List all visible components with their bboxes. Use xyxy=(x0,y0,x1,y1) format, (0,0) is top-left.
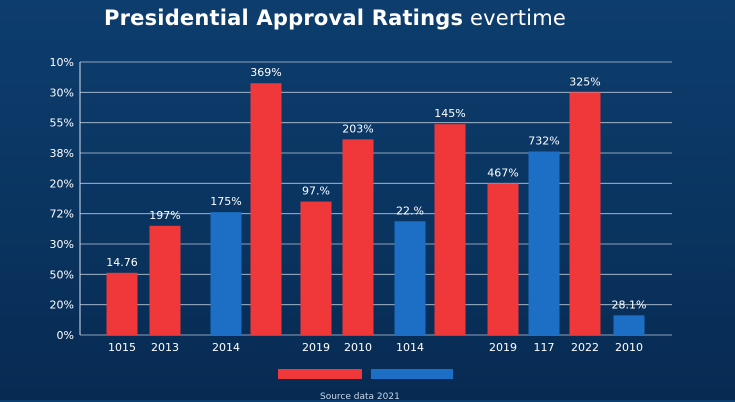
bar-red xyxy=(569,92,601,335)
y-tick-label: 20% xyxy=(50,177,74,190)
y-tick-label: 30% xyxy=(50,238,74,251)
x-tick-label: 1015 xyxy=(108,341,136,354)
x-tick-label: 2022 xyxy=(571,341,599,354)
bar-blue xyxy=(394,221,426,335)
data-label: 14.76 xyxy=(106,256,138,269)
chart-title: Presidential Approval Ratings evertime xyxy=(0,6,670,30)
x-tick-label: 2010 xyxy=(344,341,372,354)
data-label: 325% xyxy=(569,75,600,88)
x-tick-label: 2010 xyxy=(615,341,643,354)
bar-blue xyxy=(210,212,242,335)
data-label: 28.1% xyxy=(612,298,647,311)
y-tick-label: 72% xyxy=(50,208,74,221)
data-label: 145% xyxy=(434,107,465,120)
y-tick-label: 38% xyxy=(50,147,74,160)
bar-red xyxy=(434,124,466,335)
bar-blue xyxy=(613,315,645,335)
x-tick-label: 2019 xyxy=(302,341,330,354)
data-label: 175% xyxy=(210,195,241,208)
title-rest: evertime xyxy=(463,6,566,30)
y-tick-label: 55% xyxy=(50,117,74,130)
bar-red xyxy=(300,201,332,335)
y-axis-ticks: 10% 30% 55% 38% 20% 72% 30% 50% 20% 0% xyxy=(50,56,74,342)
legend-swatch-red xyxy=(278,369,362,379)
bar-red xyxy=(106,272,138,335)
y-tick-label: 30% xyxy=(50,86,74,99)
bar-red xyxy=(487,183,519,335)
data-label: 732% xyxy=(528,134,559,147)
bar-red xyxy=(149,225,181,335)
data-label: 467% xyxy=(487,166,518,179)
data-labels: 14.76 197% 175% 369% 97.% 203% 22.% 145% 467% 732… xyxy=(106,66,646,311)
y-tick-label: 0% xyxy=(57,329,74,342)
title-main: Presidential Approval Ratings xyxy=(104,6,464,30)
footer-source: Source data 2021 xyxy=(320,392,400,402)
bar-red xyxy=(342,139,374,335)
x-tick-label: 117 xyxy=(534,341,555,354)
bar-red xyxy=(250,83,282,335)
data-label: 97.% xyxy=(302,185,330,198)
y-tick-label: 10% xyxy=(50,56,74,69)
data-label: 22.% xyxy=(396,204,424,217)
x-tick-label: 1014 xyxy=(396,341,424,354)
bars xyxy=(106,83,645,335)
x-tick-label: 2019 xyxy=(489,341,517,354)
y-tick-label: 50% xyxy=(50,268,74,281)
legend-swatch-blue xyxy=(371,369,453,379)
data-label: 203% xyxy=(342,122,373,135)
bar-blue xyxy=(528,151,560,335)
x-tick-label: 2014 xyxy=(212,341,240,354)
x-tick-label: 2013 xyxy=(151,341,179,354)
y-tick-label: 20% xyxy=(50,299,74,312)
x-axis-labels: 1015 2013 2014 2019 2010 1014 2019 117 2022 2010 xyxy=(108,341,643,354)
data-label: 197% xyxy=(149,209,180,222)
data-label: 369% xyxy=(250,66,281,79)
